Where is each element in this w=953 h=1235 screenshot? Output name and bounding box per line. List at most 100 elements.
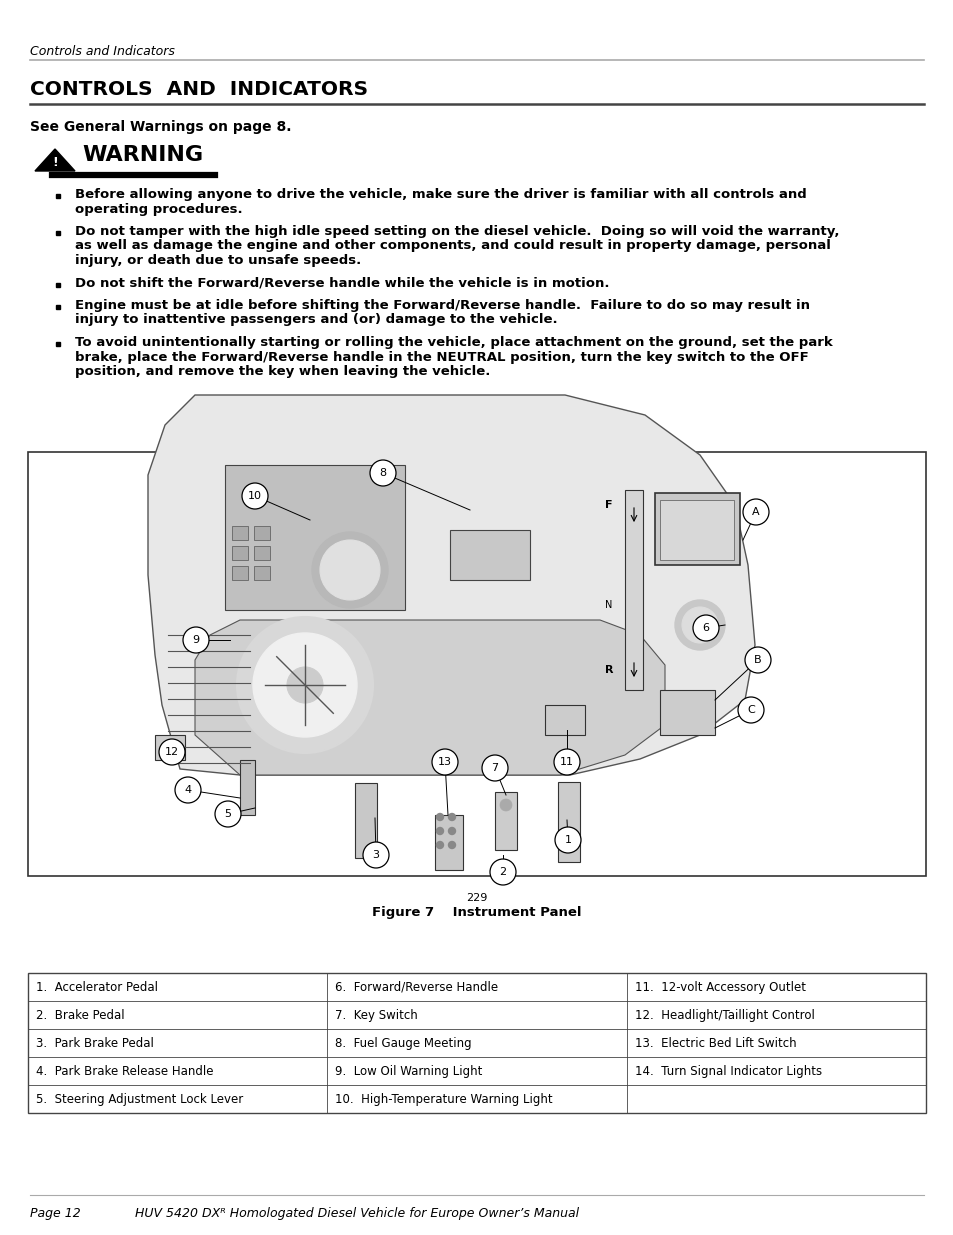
Bar [659, 690, 714, 735]
Text: 6.  Forward/Reverse Handle: 6. Forward/Reverse Handle [335, 981, 497, 994]
Circle shape [448, 814, 455, 820]
Text: C: C [746, 705, 754, 715]
Text: Before allowing anyone to drive the vehicle, make sure the driver is familiar wi: Before allowing anyone to drive the vehi… [75, 188, 806, 201]
Text: 2: 2 [499, 867, 506, 877]
Circle shape [448, 827, 455, 835]
Bar [435, 815, 462, 869]
Bar [154, 735, 185, 760]
Text: Page 12: Page 12 [30, 1207, 81, 1220]
Text: F: F [604, 500, 612, 510]
Bar [232, 566, 248, 580]
Circle shape [370, 459, 395, 487]
Bar [544, 705, 584, 735]
Bar [495, 792, 517, 850]
Circle shape [481, 755, 507, 781]
Circle shape [214, 802, 241, 827]
Bar [624, 490, 642, 690]
Circle shape [675, 600, 724, 650]
Text: 12.  Headlight/Taillight Control: 12. Headlight/Taillight Control [634, 1009, 814, 1023]
Bar [28, 452, 925, 876]
Text: Engine must be at idle before shifting the Forward/Reverse handle.  Failure to d: Engine must be at idle before shifting t… [75, 299, 809, 312]
Text: 8.  Fuel Gauge Meeting: 8. Fuel Gauge Meeting [335, 1037, 472, 1050]
Text: 10: 10 [248, 492, 262, 501]
Bar [225, 466, 405, 610]
Bar [655, 493, 740, 564]
Bar [240, 760, 254, 815]
Text: 8: 8 [379, 468, 386, 478]
Text: as well as damage the engine and other components, and could result in property : as well as damage the engine and other c… [75, 240, 830, 252]
Text: 229: 229 [466, 893, 487, 903]
Text: 14.  Turn Signal Indicator Lights: 14. Turn Signal Indicator Lights [634, 1065, 821, 1078]
Text: 10.  High-Temperature Warning Light: 10. High-Temperature Warning Light [335, 1093, 553, 1107]
Text: N: N [604, 600, 612, 610]
Text: 7.  Key Switch: 7. Key Switch [335, 1009, 417, 1023]
Bar [355, 783, 376, 858]
Circle shape [555, 827, 580, 853]
Circle shape [744, 647, 770, 673]
Text: 13: 13 [437, 757, 452, 767]
Bar [232, 526, 248, 540]
Text: Figure 7    Instrument Panel: Figure 7 Instrument Panel [372, 906, 581, 919]
Polygon shape [148, 395, 754, 776]
Bar [232, 546, 248, 559]
Text: 4.  Park Brake Release Handle: 4. Park Brake Release Handle [36, 1065, 213, 1078]
Text: position, and remove the key when leaving the vehicle.: position, and remove the key when leavin… [75, 366, 490, 378]
Circle shape [490, 860, 516, 885]
Bar [28, 973, 925, 1113]
Text: 9.  Low Oil Warning Light: 9. Low Oil Warning Light [335, 1065, 482, 1078]
Bar [558, 782, 579, 862]
Circle shape [432, 748, 457, 776]
Text: 13.  Electric Bed Lift Switch: 13. Electric Bed Lift Switch [634, 1037, 796, 1050]
Circle shape [253, 634, 356, 737]
Text: 7: 7 [491, 763, 498, 773]
Text: 3.  Park Brake Pedal: 3. Park Brake Pedal [36, 1037, 153, 1050]
Circle shape [499, 799, 512, 811]
Circle shape [363, 842, 389, 868]
Circle shape [174, 777, 201, 803]
Polygon shape [194, 620, 664, 776]
Text: WARNING: WARNING [82, 144, 203, 165]
Bar [253, 546, 270, 559]
Text: Controls and Indicators: Controls and Indicators [30, 44, 174, 58]
Circle shape [183, 627, 209, 653]
Text: 1.  Accelerator Pedal: 1. Accelerator Pedal [36, 981, 158, 994]
Text: Do not tamper with the high idle speed setting on the diesel vehicle.  Doing so : Do not tamper with the high idle speed s… [75, 225, 839, 238]
Text: A: A [751, 508, 759, 517]
Circle shape [554, 748, 579, 776]
Bar [253, 526, 270, 540]
Circle shape [159, 739, 185, 764]
Circle shape [692, 615, 719, 641]
Text: 3: 3 [372, 850, 379, 860]
Bar [659, 500, 733, 559]
Text: 9: 9 [193, 635, 199, 645]
Text: 11.  12-volt Accessory Outlet: 11. 12-volt Accessory Outlet [634, 981, 805, 994]
Bar [253, 566, 270, 580]
Text: injury to inattentive passengers and (or) damage to the vehicle.: injury to inattentive passengers and (or… [75, 314, 558, 326]
Bar [450, 530, 530, 580]
Circle shape [738, 697, 763, 722]
Circle shape [436, 841, 443, 848]
Circle shape [287, 667, 323, 703]
Text: To avoid unintentionally starting or rolling the vehicle, place attachment on th: To avoid unintentionally starting or rol… [75, 336, 832, 350]
Text: HUV 5420 DXᴿ Homologated Diesel Vehicle for Europe Owner’s Manual: HUV 5420 DXᴿ Homologated Diesel Vehicle … [135, 1207, 578, 1220]
Circle shape [436, 814, 443, 820]
Text: 6: 6 [701, 622, 709, 634]
Text: 1: 1 [564, 835, 571, 845]
Circle shape [742, 499, 768, 525]
Text: brake, place the Forward/Reverse handle in the NEUTRAL position, turn the key sw: brake, place the Forward/Reverse handle … [75, 351, 808, 363]
Polygon shape [35, 149, 75, 170]
Text: 2.  Brake Pedal: 2. Brake Pedal [36, 1009, 125, 1023]
Text: 11: 11 [559, 757, 574, 767]
Text: 12: 12 [165, 747, 179, 757]
Text: See General Warnings on page 8.: See General Warnings on page 8. [30, 120, 292, 135]
Circle shape [312, 532, 388, 608]
Text: Do not shift the Forward/Reverse handle while the vehicle is in motion.: Do not shift the Forward/Reverse handle … [75, 277, 609, 289]
Text: B: B [754, 655, 761, 664]
Text: CONTROLS  AND  INDICATORS: CONTROLS AND INDICATORS [30, 80, 368, 99]
Text: 5: 5 [224, 809, 232, 819]
Circle shape [242, 483, 268, 509]
Text: R: R [604, 664, 613, 676]
Text: injury, or death due to unsafe speeds.: injury, or death due to unsafe speeds. [75, 254, 361, 267]
Circle shape [448, 841, 455, 848]
Circle shape [319, 540, 379, 600]
